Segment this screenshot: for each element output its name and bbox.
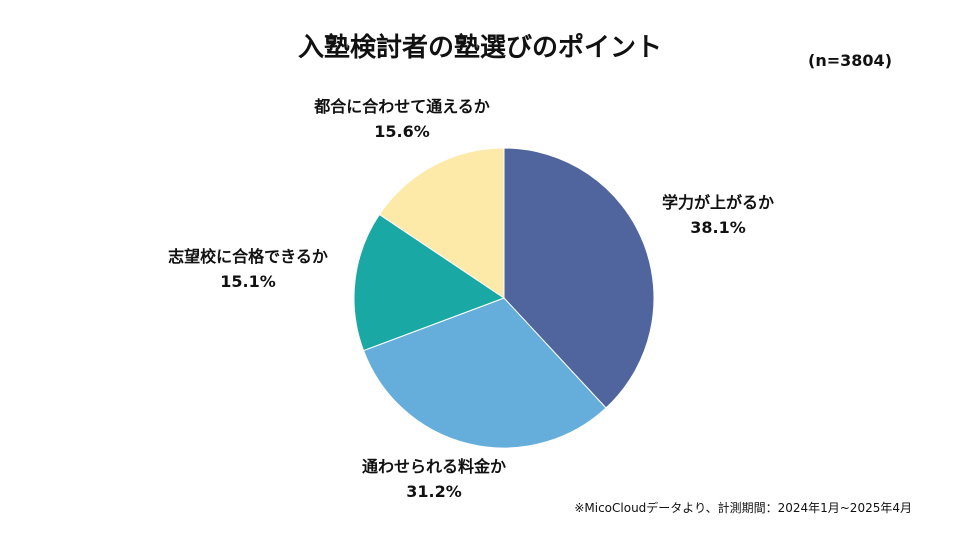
- slice-value-label: 15.1%: [220, 272, 276, 291]
- pie-slice-tuition: [362, 297, 607, 449]
- pie-slice-admission: [353, 213, 506, 352]
- pie-slice-academic: [503, 147, 655, 409]
- slice-category-label: 通わせられる料金か: [362, 457, 506, 476]
- source-note: ※MicoCloudデータより、計測期間：2024年1月~2025年4月: [574, 501, 912, 515]
- sample-size: (n=3804): [808, 51, 892, 70]
- slice-value-label: 38.1%: [690, 218, 746, 237]
- pie-slices: [353, 147, 655, 449]
- slice-category-label: 志望校に合格できるか: [168, 247, 328, 266]
- slice-category-label: 都合に合わせて通えるか: [313, 97, 490, 116]
- slice-value-label: 15.6%: [374, 122, 430, 141]
- slice-value-label: 31.2%: [406, 482, 462, 501]
- chart-title: 入塾検討者の塾選びのポイント: [297, 33, 662, 63]
- pie-slice-schedule: [378, 147, 505, 299]
- pie-labels: 学力が上がるか 38.1% 通わせられる料金か 31.2% 志望校に合格できるか 15.1…: [168, 97, 774, 501]
- slice-category-label: 学力が上がるか: [662, 193, 774, 212]
